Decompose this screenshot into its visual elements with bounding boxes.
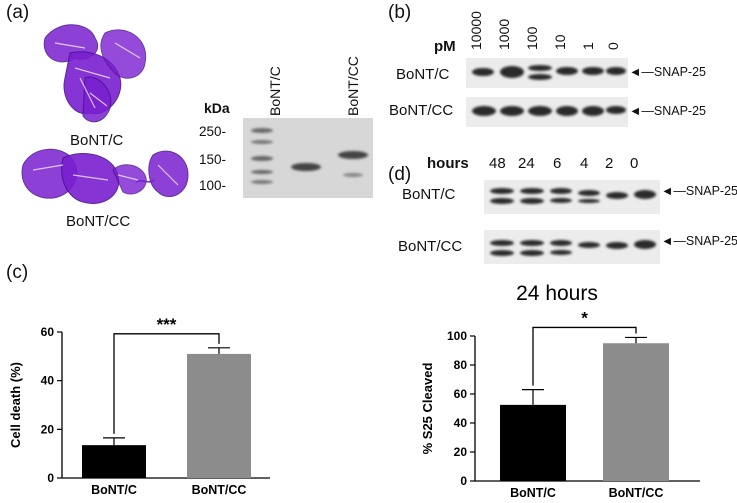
concentration-label: 10000 <box>468 11 484 50</box>
concentration-label: 100 <box>524 26 540 50</box>
y-tick-label: 60 <box>41 325 55 339</box>
y-tick-label: 80 <box>454 358 468 372</box>
x-tick-label: BoNT/CC <box>609 486 664 500</box>
blot-row-label-bont-cc: BoNT/CC <box>389 102 454 119</box>
significance-marker: *** <box>157 315 177 334</box>
target-protein-label: SNAP-25 <box>685 184 737 198</box>
bar <box>500 404 566 481</box>
significance-bracket <box>113 333 220 434</box>
panel-d-label: (d) <box>388 164 412 185</box>
panel-a-label: (a) <box>6 2 30 23</box>
target-protein-label: SNAP-25 <box>653 65 706 79</box>
y-axis-label: Cell death (%) <box>8 362 23 448</box>
protein-label-bont-cc: BoNT/CC <box>66 213 131 230</box>
time-label: 2 <box>605 155 614 172</box>
chart-title: 24 hours <box>516 282 598 305</box>
y-tick-label: 20 <box>454 445 468 459</box>
blot-row-label-bont-c: BoNT/C <box>402 186 456 203</box>
snap25-arrow-label: ◄—SNAP-25 <box>661 234 737 248</box>
gel-marker-250: 250- <box>199 124 227 139</box>
western-blot-b-bottom <box>466 97 628 127</box>
time-label: 6 <box>553 155 562 172</box>
snap25-arrow-label: ◄—SNAP-25 <box>629 65 706 79</box>
y-tick-label: 0 <box>47 471 54 485</box>
gel-marker-150: 150- <box>199 152 227 167</box>
y-axis-label: % S25 Cleaved <box>420 363 435 455</box>
s25-cleaved-bar-chart: 24 hours 0 20 40 60 80 100 % S25 Cleaved BoNT/C B… <box>420 282 700 500</box>
western-blot-b-top <box>466 58 628 88</box>
y-tick-label: 0 <box>460 474 467 488</box>
time-unit-label: hours <box>427 155 469 172</box>
y-tick-label: 100 <box>447 329 467 343</box>
target-protein-label: SNAP-25 <box>685 234 737 248</box>
time-label: 0 <box>630 155 639 172</box>
blot-row-label-bont-cc: BoNT/CC <box>398 238 463 255</box>
snap25-arrow-label: ◄—SNAP-25 <box>661 184 737 198</box>
gel-marker-100: 100- <box>199 178 227 193</box>
y-tick-label: 20 <box>41 422 55 436</box>
gel-unit-label: kDa <box>204 100 230 116</box>
panel-b-label: (b) <box>388 2 412 23</box>
gel-lane-label-bont-cc: BoNT/CC <box>345 56 361 116</box>
x-tick-label: BoNT/CC <box>192 483 247 497</box>
x-tick-label: BoNT/C <box>91 483 137 497</box>
snap25-arrow-label: ◄—SNAP-25 <box>629 104 706 118</box>
protein-label-bont-c: BoNT/C <box>70 132 124 149</box>
y-tick-label: 40 <box>454 416 468 430</box>
blot-row-label-bont-c: BoNT/C <box>396 66 450 83</box>
bar <box>82 445 146 478</box>
concentration-label: 0 <box>605 42 621 50</box>
cell-death-bar-chart: 0 20 40 60 Cell death (%) BoNT/C BoNT/CC *** <box>8 315 270 497</box>
x-tick-label: BoNT/C <box>510 486 556 500</box>
bont-cc-structure-image <box>21 148 189 204</box>
significance-bracket <box>532 326 637 386</box>
sds-page-gel <box>243 118 373 198</box>
concentration-label: 1 <box>580 42 596 50</box>
time-label: 4 <box>580 155 589 172</box>
y-tick-label: 60 <box>454 387 468 401</box>
concentration-label: 10 <box>552 34 568 50</box>
western-blot-d-top <box>484 180 660 214</box>
y-tick-label: 40 <box>41 374 55 388</box>
significance-marker: * <box>581 308 588 327</box>
gel-lane-label-bont-c: BoNT/C <box>267 66 283 116</box>
panel-c-label: (c) <box>6 262 29 283</box>
concentration-unit-label: pM <box>434 38 456 55</box>
western-blot-d-bottom <box>484 230 660 264</box>
target-protein-label: SNAP-25 <box>653 104 706 118</box>
concentration-label: 1000 <box>496 18 512 50</box>
time-label: 48 <box>489 155 506 172</box>
bont-c-structure-image <box>43 24 147 123</box>
bar <box>187 353 251 478</box>
bar <box>603 343 669 481</box>
time-label: 24 <box>518 155 535 172</box>
